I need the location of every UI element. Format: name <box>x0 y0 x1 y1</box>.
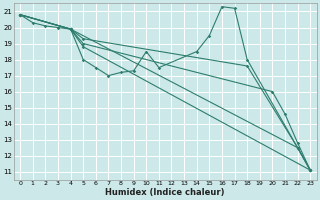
X-axis label: Humidex (Indice chaleur): Humidex (Indice chaleur) <box>106 188 225 197</box>
